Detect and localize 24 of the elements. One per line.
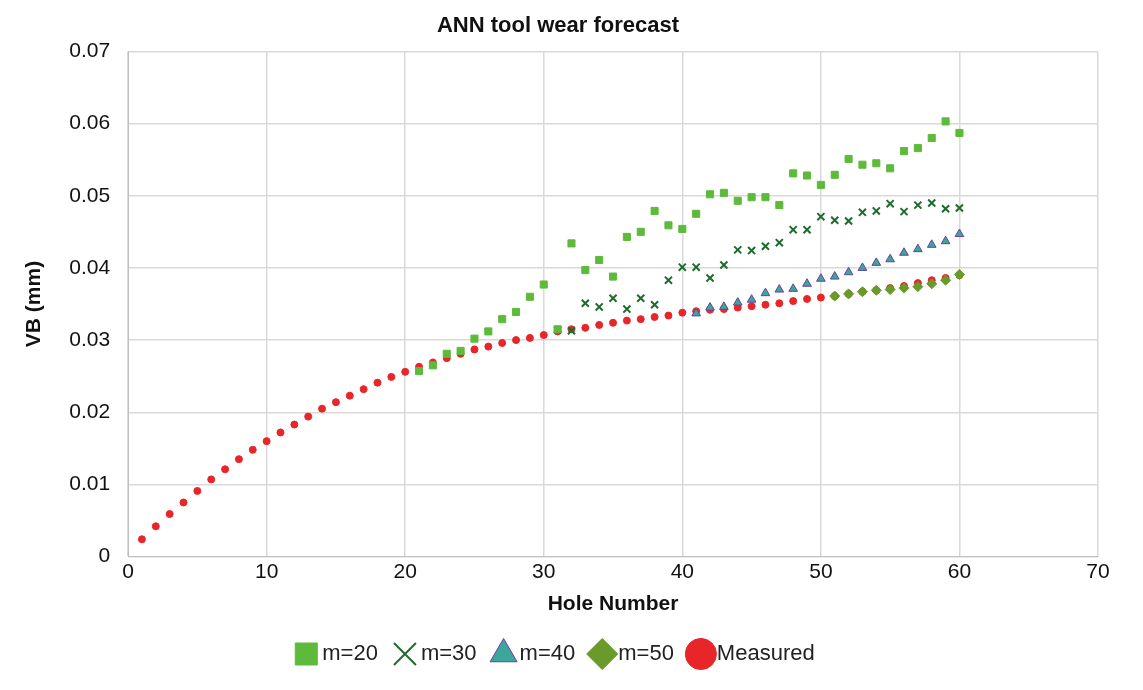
legend-label: m=20 <box>322 640 378 666</box>
y-tick-label: 0.06 <box>69 110 111 134</box>
legend-label: Measured <box>716 640 815 666</box>
y-tick-label: 0.01 <box>69 471 111 495</box>
legend-label: m=50 <box>618 640 674 666</box>
chart-title: ANN tool wear forecast <box>436 12 680 38</box>
x-axis-title: Hole Number <box>547 591 679 615</box>
legend-label: m=30 <box>420 640 477 666</box>
y-tick-label: 0.07 <box>69 38 111 62</box>
x-tick-label: 20 <box>393 559 417 582</box>
y-tick-label: 0.03 <box>69 326 111 350</box>
y-tick-label: 0.05 <box>69 182 111 206</box>
x-tick-label: 40 <box>670 559 694 582</box>
y-tick-label: 0.04 <box>69 254 111 278</box>
x-tick-label: 0 <box>122 559 134 582</box>
x-tick-label: 60 <box>947 559 972 582</box>
y-axis-title: VB (mm) <box>21 260 45 348</box>
y-tick-label: 0.02 <box>69 399 111 423</box>
y-tick-label: 0 <box>98 543 111 567</box>
legend-label: m=40 <box>519 640 576 666</box>
x-tick-label: 70 <box>1086 559 1110 582</box>
x-tick-label: 50 <box>809 559 833 582</box>
x-tick-label: 10 <box>254 559 279 582</box>
x-tick-label: 30 <box>532 559 556 582</box>
